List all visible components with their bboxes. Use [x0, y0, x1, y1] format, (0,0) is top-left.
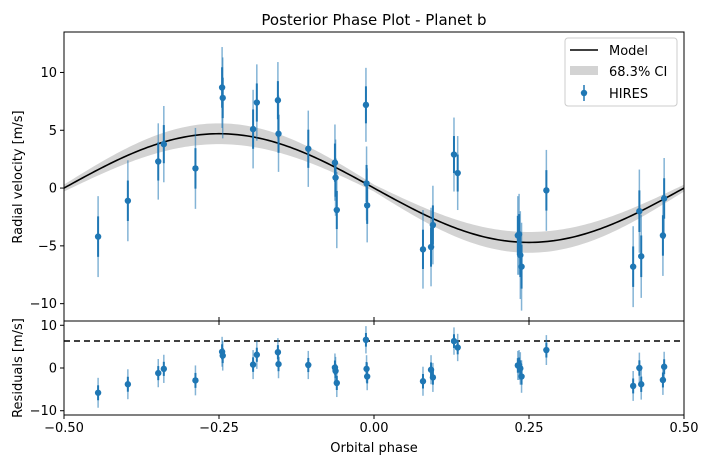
main-panel: −10 −5 0 5 10 Radial velocity [m/s] — [11, 31, 685, 322]
rv-point — [450, 151, 458, 158]
rv-point — [155, 158, 162, 165]
residual-point — [429, 374, 437, 381]
rv-point — [543, 187, 550, 194]
residual-point — [660, 363, 668, 370]
rv-point — [660, 195, 668, 202]
x-tick-label: −0.25 — [199, 421, 239, 436]
residual-point — [160, 365, 168, 373]
rv-point — [659, 232, 667, 239]
residual-point — [454, 344, 461, 351]
rv-point — [638, 253, 645, 260]
residual-point — [94, 389, 102, 396]
y-residual-tick-label: −10 — [30, 404, 57, 419]
residual-plot-frame — [63, 320, 685, 416]
rv-point — [305, 145, 312, 152]
rv-point — [454, 169, 461, 177]
rv-point — [362, 101, 370, 109]
legend-box — [564, 37, 678, 107]
x-ticks-residual: −0.50 −0.25 0.00 0.25 0.50 — [44, 321, 698, 436]
residual-point — [450, 337, 458, 345]
residual-point — [419, 378, 427, 385]
residual-panel: −10 0 10 −0.50 −0.25 0.00 0.25 0.50 Residuals … — [11, 318, 698, 456]
residual-point — [518, 373, 525, 380]
residual-point — [333, 379, 340, 387]
rv-point — [275, 130, 282, 137]
model-curve — [63, 132, 685, 244]
y-main-tick-label: 5 — [49, 124, 57, 139]
rv-point — [333, 206, 340, 214]
residual-point — [629, 382, 637, 390]
y-residual-tick-label: 10 — [40, 319, 57, 334]
residual-point — [659, 376, 667, 384]
rv-point — [429, 221, 437, 229]
residual-points-layer — [94, 326, 668, 408]
rv-point — [124, 197, 132, 204]
rv-point — [363, 202, 371, 209]
model-layer — [63, 132, 685, 244]
rv-point — [332, 174, 339, 181]
residual-point — [362, 336, 370, 343]
residual-point — [192, 377, 199, 384]
y-main-tick-label: 10 — [40, 66, 57, 81]
rv-point — [94, 233, 102, 240]
legend-hires-marker — [580, 89, 588, 97]
x-tick-label: 0.50 — [670, 421, 699, 436]
x-axis-label: Orbital phase — [330, 441, 417, 456]
y-main-tick-label: −5 — [38, 239, 57, 254]
rv-point — [192, 165, 199, 172]
residual-point — [638, 381, 645, 388]
residual-point — [363, 373, 371, 380]
rv-point — [629, 263, 637, 270]
rv-point — [518, 263, 525, 270]
legend-ci-swatch — [570, 66, 598, 75]
y-main-tick-label: 0 — [49, 182, 57, 197]
y-residual-tick-label: 0 — [49, 362, 57, 377]
residual-point — [275, 360, 282, 368]
residual-point — [332, 367, 339, 375]
residual-point — [543, 346, 550, 354]
rv-point — [219, 94, 226, 102]
legend: Model 68.3% CI HIRES — [564, 37, 678, 107]
rv-point — [419, 246, 427, 253]
y-ticks-residual: −10 0 10 — [30, 319, 64, 419]
residual-point — [124, 381, 132, 388]
data-points-layer — [94, 47, 668, 311]
residual-y-axis-label: Residuals [m/s] — [11, 318, 26, 418]
residual-point — [219, 352, 226, 359]
rv-point — [253, 99, 261, 106]
rv-point — [249, 125, 257, 133]
x-tick-label: 0.25 — [515, 421, 544, 436]
chart-title: Posterior Phase Plot - Planet b — [261, 11, 486, 29]
rv-point — [160, 140, 168, 148]
y-ticks-main: −10 −5 0 5 10 — [30, 66, 64, 312]
residual-point — [305, 361, 312, 369]
main-y-axis-label: Radial velocity [m/s] — [11, 110, 26, 243]
legend-hires-label: HIRES — [609, 87, 648, 102]
x-tick-label: −0.50 — [44, 421, 84, 436]
legend-model-label: Model — [609, 44, 648, 59]
legend-ci-label: 68.3% CI — [609, 65, 667, 80]
x-tick-label: 0.00 — [360, 421, 389, 436]
residual-point — [253, 351, 261, 358]
residual-point — [155, 369, 162, 377]
y-main-tick-label: −10 — [30, 297, 57, 312]
rv-point — [636, 207, 643, 215]
x-ticks-main — [63, 317, 685, 321]
residual-point — [249, 361, 257, 368]
